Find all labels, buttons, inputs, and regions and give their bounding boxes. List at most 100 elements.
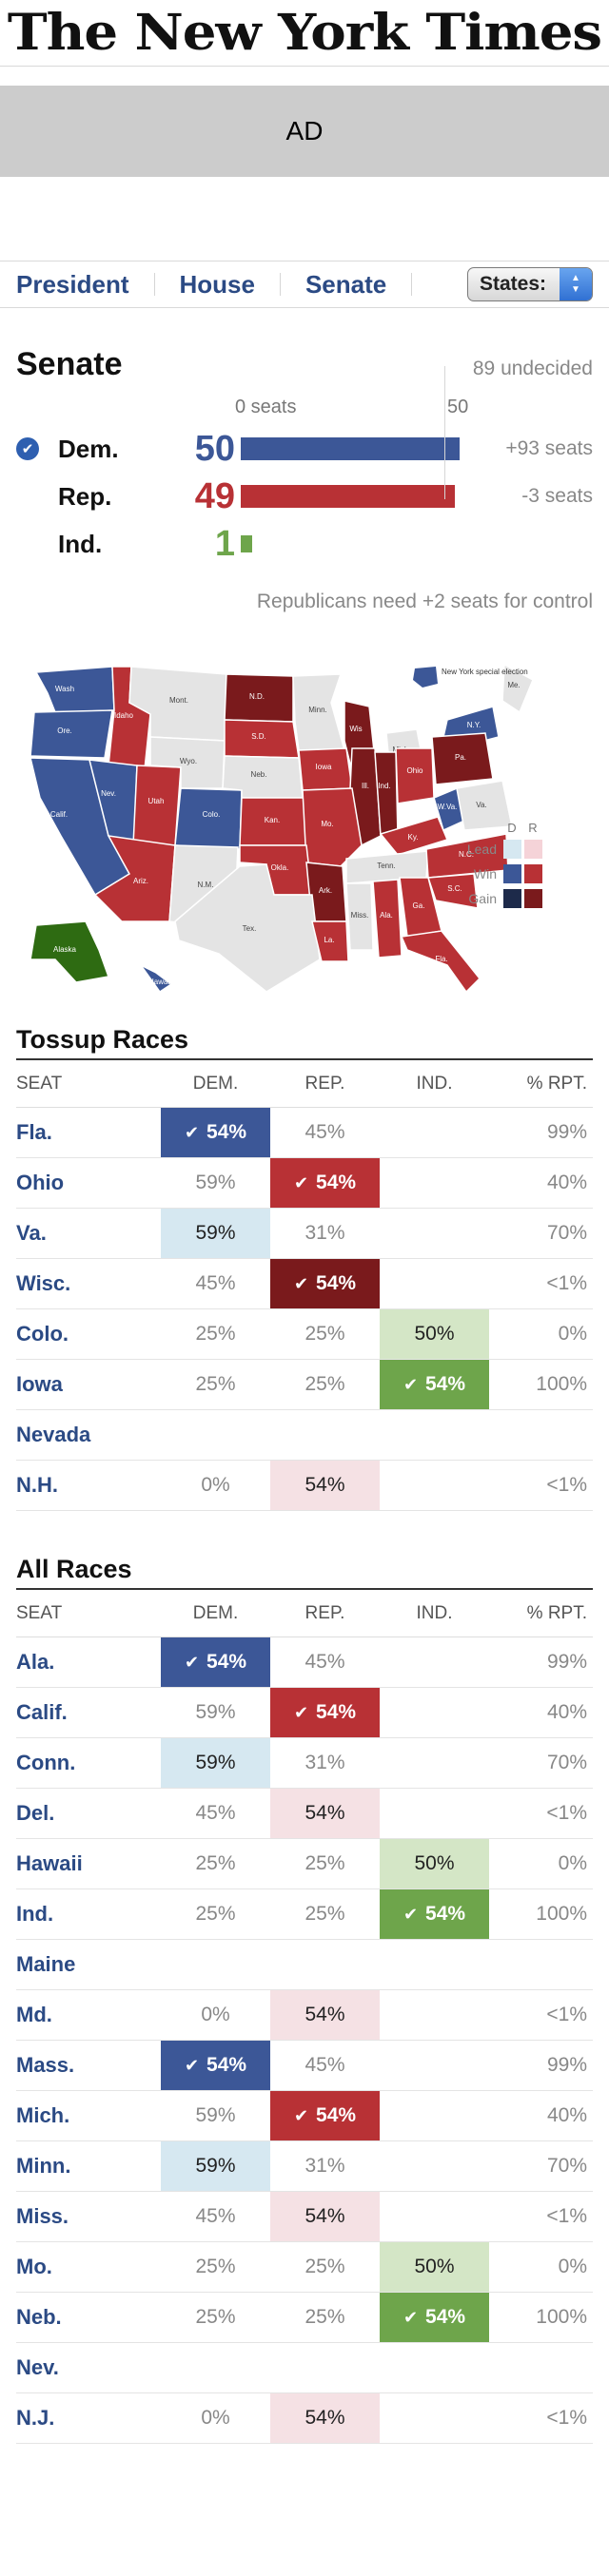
race-row[interactable]: Iowa 25% 25% ✔ 54% 100% bbox=[16, 1360, 593, 1410]
race-seat-link[interactable]: Maine bbox=[16, 1952, 76, 1976]
state-shape[interactable] bbox=[29, 709, 113, 759]
race-seat-link[interactable]: Ind. bbox=[16, 1902, 54, 1926]
race-seat-link[interactable]: Colo. bbox=[16, 1322, 69, 1346]
nav-senate-link[interactable]: Senate bbox=[304, 269, 387, 299]
race-row[interactable]: Mich. 59% ✔ 54% 40% bbox=[16, 2091, 593, 2141]
race-rep-cell: 25% bbox=[270, 1309, 380, 1359]
state-label: Ind. bbox=[378, 782, 390, 790]
race-seat-link[interactable]: Neb. bbox=[16, 2305, 62, 2329]
state-label: Wis bbox=[349, 725, 362, 733]
nyt-logo[interactable]: The New York Times bbox=[7, 4, 602, 62]
state-shape[interactable] bbox=[132, 765, 182, 846]
race-rep-cell: 54% bbox=[270, 1789, 380, 1838]
race-seat-link[interactable]: Del. bbox=[16, 1801, 55, 1825]
race-dem-value: 59% bbox=[195, 2104, 236, 2126]
race-seat-link[interactable]: Mass. bbox=[16, 2053, 75, 2077]
race-reporting: <1% bbox=[546, 2407, 587, 2429]
race-seat-link[interactable]: Nevada bbox=[16, 1423, 91, 1446]
race-row[interactable]: Minn. 59% 31% 70% bbox=[16, 2141, 593, 2192]
race-rep-value: 31% bbox=[304, 1752, 345, 1773]
race-dem-cell: ✔ 54% bbox=[161, 1108, 270, 1157]
state-shape[interactable] bbox=[174, 787, 243, 850]
race-seat-link[interactable]: Nev. bbox=[16, 2355, 59, 2379]
state-shape[interactable] bbox=[400, 930, 481, 994]
race-row[interactable]: Wisc. 45% ✔ 54% <1% bbox=[16, 1259, 593, 1309]
race-rep-cell: 31% bbox=[270, 1209, 380, 1258]
nav-president-link[interactable]: President bbox=[16, 269, 129, 299]
race-seat-link[interactable]: Md. bbox=[16, 2003, 52, 2026]
race-seat-link[interactable]: Ala. bbox=[16, 1650, 55, 1674]
race-seat-link[interactable]: Minn. bbox=[16, 2154, 71, 2178]
race-seat-link[interactable]: Miss. bbox=[16, 2204, 69, 2228]
race-row[interactable]: Ohio 59% ✔ 54% 40% bbox=[16, 1158, 593, 1209]
race-row[interactable]: Neb. 25% 25% ✔ 54% 100% bbox=[16, 2293, 593, 2343]
race-row[interactable]: Nevada bbox=[16, 1410, 593, 1461]
state-shape[interactable] bbox=[456, 780, 513, 831]
race-rep-cell: 31% bbox=[270, 1738, 380, 1788]
race-reporting: 70% bbox=[546, 2155, 587, 2177]
race-row[interactable]: N.J. 0% 54% <1% bbox=[16, 2393, 593, 2444]
race-row[interactable]: Miss. 45% 54% <1% bbox=[16, 2192, 593, 2242]
state-shape[interactable] bbox=[426, 873, 479, 909]
state-shape[interactable] bbox=[311, 920, 349, 962]
race-row[interactable]: Mass. ✔ 54% 45% 99% bbox=[16, 2041, 593, 2091]
race-rep-value: 54% bbox=[304, 2205, 345, 2227]
state-label: Idaho bbox=[114, 711, 134, 720]
ad-banner[interactable]: AD bbox=[0, 86, 609, 177]
race-seat-link[interactable]: Fla. bbox=[16, 1120, 52, 1144]
race-rep-value: 54% bbox=[316, 1272, 357, 1294]
state-shape[interactable] bbox=[140, 964, 173, 994]
ny-special-election-shape[interactable] bbox=[413, 667, 438, 688]
race-seat-link[interactable]: Mo. bbox=[16, 2255, 52, 2278]
race-seat-link[interactable]: N.J. bbox=[16, 2406, 55, 2430]
race-seat-link[interactable]: Mich. bbox=[16, 2103, 70, 2127]
race-row[interactable]: Calif. 59% ✔ 54% 40% bbox=[16, 1688, 593, 1738]
legend-column-label: R bbox=[528, 821, 537, 835]
legend-swatch bbox=[524, 889, 542, 908]
winner-check-icon: ✔ bbox=[403, 1904, 419, 1924]
race-seat-link[interactable]: Conn. bbox=[16, 1751, 76, 1774]
special-election-note: New York special election bbox=[442, 668, 528, 676]
race-row[interactable]: Hawaii 25% 25% 50% 0% bbox=[16, 1839, 593, 1889]
race-row[interactable]: N.H. 0% 54% <1% bbox=[16, 1461, 593, 1511]
state-shape[interactable] bbox=[372, 879, 403, 959]
state-shape[interactable] bbox=[501, 663, 534, 714]
race-row[interactable]: Va. 59% 31% 70% bbox=[16, 1209, 593, 1259]
race-rep-value: 25% bbox=[304, 1852, 345, 1874]
senate-map[interactable]: WashOre.IdahoMont.N.D.Minn.WisMich.N.Y.M… bbox=[0, 646, 609, 1002]
legend-row-label: Lead bbox=[467, 842, 497, 857]
race-row[interactable]: Nev. bbox=[16, 2343, 593, 2393]
race-row[interactable]: Fla. ✔ 54% 45% 99% bbox=[16, 1108, 593, 1158]
race-row[interactable]: Md. 0% 54% <1% bbox=[16, 1990, 593, 2041]
race-row[interactable]: Del. 45% 54% <1% bbox=[16, 1789, 593, 1839]
race-seat-link[interactable]: N.H. bbox=[16, 1473, 58, 1497]
state-shape[interactable] bbox=[34, 666, 115, 713]
race-rep-value: 45% bbox=[304, 2054, 345, 2076]
race-rep-value: 25% bbox=[304, 1373, 345, 1395]
race-ind-cell bbox=[380, 1688, 489, 1737]
state-shape[interactable] bbox=[345, 882, 374, 951]
race-row[interactable]: Maine bbox=[16, 1940, 593, 1990]
race-seat-link[interactable]: Va. bbox=[16, 1221, 47, 1245]
race-seat-link[interactable]: Ohio bbox=[16, 1171, 65, 1194]
state-label: Ariz. bbox=[133, 877, 148, 885]
state-shape[interactable] bbox=[379, 816, 449, 856]
race-ind-cell: ✔ 54% bbox=[380, 2293, 489, 2342]
race-seat-link[interactable]: Hawaii bbox=[16, 1851, 83, 1875]
state-shape[interactable] bbox=[431, 732, 494, 785]
race-row[interactable]: Colo. 25% 25% 50% 0% bbox=[16, 1309, 593, 1360]
state-shape[interactable] bbox=[29, 920, 110, 983]
race-seat-link[interactable]: Wisc. bbox=[16, 1271, 71, 1295]
state-shape[interactable] bbox=[395, 747, 435, 804]
race-row[interactable]: Mo. 25% 25% 50% 0% bbox=[16, 2242, 593, 2293]
race-seat-link[interactable]: Calif. bbox=[16, 1700, 68, 1724]
race-row[interactable]: Conn. 59% 31% 70% bbox=[16, 1738, 593, 1789]
nav-house-link[interactable]: House bbox=[179, 269, 255, 299]
race-seat-link[interactable]: Iowa bbox=[16, 1372, 63, 1396]
us-map[interactable]: WashOre.IdahoMont.N.D.Minn.WisMich.N.Y.M… bbox=[17, 646, 550, 997]
states-select[interactable]: States: ▲ ▼ bbox=[467, 267, 593, 301]
race-row[interactable]: Ala. ✔ 54% 45% 99% bbox=[16, 1637, 593, 1688]
select-arrows-icon: ▲ ▼ bbox=[560, 268, 592, 300]
race-row[interactable]: Ind. 25% 25% ✔ 54% 100% bbox=[16, 1889, 593, 1940]
all-races-section: All Races SEAT DEM. REP. IND. % RPT. Ala… bbox=[0, 1549, 609, 2444]
